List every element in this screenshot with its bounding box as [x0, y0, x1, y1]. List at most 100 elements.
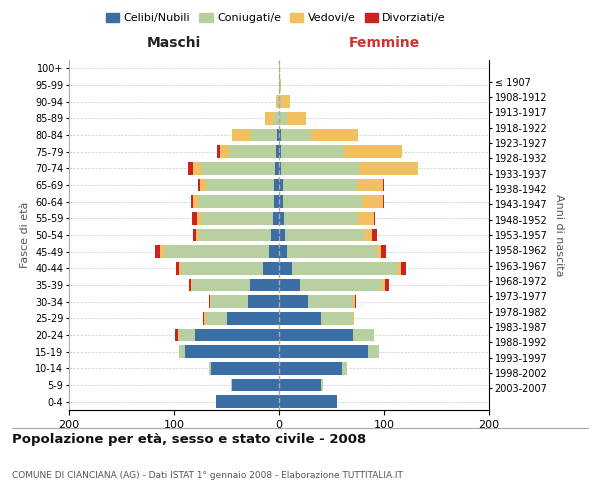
Bar — [311, 129, 358, 141]
Bar — [397, 262, 401, 274]
Bar — [353, 296, 355, 308]
Bar — [292, 262, 397, 274]
Bar — [163, 246, 269, 258]
Bar — [279, 362, 342, 374]
Bar — [189, 279, 191, 291]
Bar — [269, 246, 279, 258]
Bar — [202, 212, 272, 224]
Bar — [279, 279, 300, 291]
Bar — [281, 162, 360, 174]
Bar — [203, 312, 205, 324]
Legend: Celibi/Nubili, Coniugati/e, Vedovi/e, Divorziati/e: Celibi/Nubili, Coniugati/e, Vedovi/e, Di… — [101, 8, 451, 28]
Bar — [279, 346, 368, 358]
Bar — [271, 229, 279, 241]
Bar — [197, 212, 202, 224]
Bar — [373, 229, 377, 241]
Y-axis label: Fasce di età: Fasce di età — [20, 202, 29, 268]
Bar — [211, 362, 279, 374]
Bar — [381, 246, 386, 258]
Bar — [364, 229, 373, 241]
Bar — [360, 162, 418, 174]
Bar — [192, 279, 250, 291]
Bar — [287, 112, 306, 124]
Bar — [279, 262, 292, 274]
Bar — [278, 96, 279, 108]
Bar — [263, 262, 279, 274]
Bar — [205, 179, 274, 192]
Bar — [353, 329, 373, 341]
Bar — [274, 112, 279, 124]
Bar — [342, 362, 347, 374]
Bar — [191, 279, 192, 291]
Bar — [276, 96, 278, 108]
Bar — [274, 196, 279, 208]
Bar — [232, 379, 279, 391]
Bar — [279, 229, 286, 241]
Bar — [279, 62, 280, 74]
Bar — [279, 296, 308, 308]
Bar — [308, 296, 353, 308]
Bar — [279, 146, 281, 158]
Bar — [202, 162, 275, 174]
Bar — [277, 129, 279, 141]
Bar — [279, 79, 280, 92]
Bar — [251, 129, 277, 141]
Bar — [279, 196, 283, 208]
Text: Popolazione per età, sesso e stato civile - 2008: Popolazione per età, sesso e stato civil… — [12, 432, 366, 446]
Bar — [155, 246, 160, 258]
Bar — [281, 96, 290, 108]
Bar — [248, 296, 279, 308]
Bar — [275, 162, 279, 174]
Bar — [286, 229, 364, 241]
Bar — [383, 196, 384, 208]
Bar — [193, 196, 198, 208]
Bar — [227, 312, 279, 324]
Y-axis label: Anni di nascita: Anni di nascita — [554, 194, 564, 276]
Bar — [344, 146, 402, 158]
Bar — [200, 179, 205, 192]
Bar — [355, 296, 356, 308]
Bar — [283, 196, 362, 208]
Bar — [250, 279, 279, 291]
Bar — [279, 96, 281, 108]
Bar — [210, 296, 211, 308]
Bar — [358, 212, 373, 224]
Bar — [383, 179, 384, 192]
Bar — [401, 262, 406, 274]
Bar — [300, 279, 382, 291]
Bar — [283, 179, 356, 192]
Bar — [199, 229, 271, 241]
Bar — [281, 129, 311, 141]
Bar — [175, 329, 178, 341]
Bar — [279, 329, 353, 341]
Bar — [193, 162, 202, 174]
Bar — [279, 246, 287, 258]
Bar — [196, 229, 199, 241]
Bar — [368, 346, 379, 358]
Bar — [195, 329, 279, 341]
Bar — [205, 312, 227, 324]
Bar — [279, 212, 284, 224]
Bar — [181, 262, 263, 274]
Bar — [192, 212, 197, 224]
Bar — [279, 379, 321, 391]
Bar — [382, 279, 385, 291]
Bar — [179, 329, 195, 341]
Bar — [321, 379, 323, 391]
Text: Maschi: Maschi — [147, 36, 201, 50]
Bar — [280, 79, 281, 92]
Bar — [179, 262, 181, 274]
Bar — [229, 146, 276, 158]
Bar — [321, 312, 353, 324]
Bar — [279, 179, 283, 192]
Bar — [193, 229, 196, 241]
Bar — [373, 212, 374, 224]
Bar — [279, 129, 281, 141]
Bar — [198, 196, 274, 208]
Text: Femmine: Femmine — [349, 36, 419, 50]
Bar — [198, 179, 200, 192]
Bar — [220, 146, 229, 158]
Text: COMUNE DI CIANCIANA (AG) - Dati ISTAT 1° gennaio 2008 - Elaborazione TUTTITALIA.: COMUNE DI CIANCIANA (AG) - Dati ISTAT 1°… — [12, 470, 403, 480]
Bar — [281, 146, 344, 158]
Bar — [284, 212, 358, 224]
